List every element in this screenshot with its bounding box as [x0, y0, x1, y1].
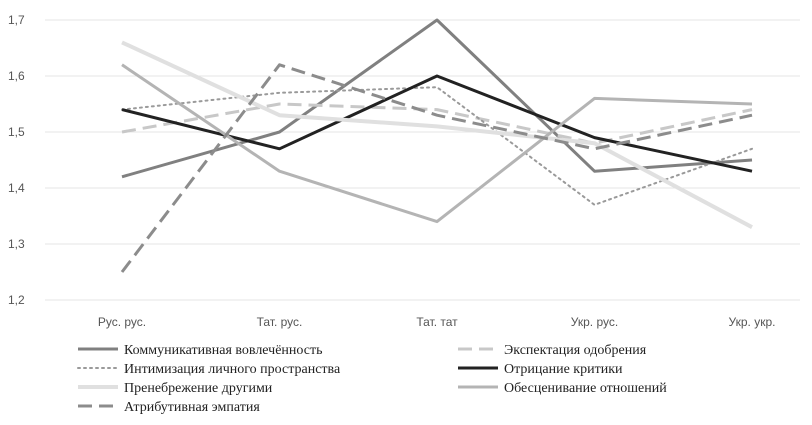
legend-label: Пренебрежение другими [124, 381, 273, 396]
legend: Коммуникативная вовлечённость Экспектация… [77, 343, 667, 415]
legend-label: Интимизация личного пространства [124, 362, 341, 377]
x-tick-label: Укр. рус. [571, 315, 618, 329]
x-tick-label: Тат. рус. [257, 315, 303, 329]
y-axis: 1,2 1,3 1,4 1,5 1,6 1,7 [8, 13, 25, 307]
legend-label: Коммуникативная вовлечённость [124, 343, 322, 358]
y-tick-label: 1,3 [8, 237, 25, 251]
y-tick-label: 1,6 [8, 69, 25, 83]
legend-label: Экспектация одобрения [504, 343, 647, 358]
grid-lines [45, 19, 800, 301]
x-tick-label: Рус. рус. [98, 315, 146, 329]
series-line-0 [121, 18, 753, 179]
series-line-3 [121, 74, 753, 173]
series-line-6 [120, 63, 753, 273]
x-axis: Рус. рус. Тат. рус. Тат. тат Укр. рус. Укр. … [98, 315, 776, 329]
legend-label: Атрибутивная эмпатия [124, 400, 260, 415]
x-tick-label: Укр. укр. [729, 315, 776, 329]
x-tick-label: Тат. тат [416, 315, 458, 329]
series-lines [120, 18, 753, 273]
series-line-5 [121, 63, 753, 224]
legend-label: Обесценивание отношений [504, 381, 667, 396]
legend-label: Отрицание критики [504, 362, 623, 377]
y-tick-label: 1,2 [8, 293, 25, 307]
y-tick-label: 1,5 [8, 125, 25, 139]
y-tick-label: 1,4 [8, 181, 25, 195]
y-tick-label: 1,7 [8, 13, 25, 27]
series-line-1 [121, 102, 753, 145]
